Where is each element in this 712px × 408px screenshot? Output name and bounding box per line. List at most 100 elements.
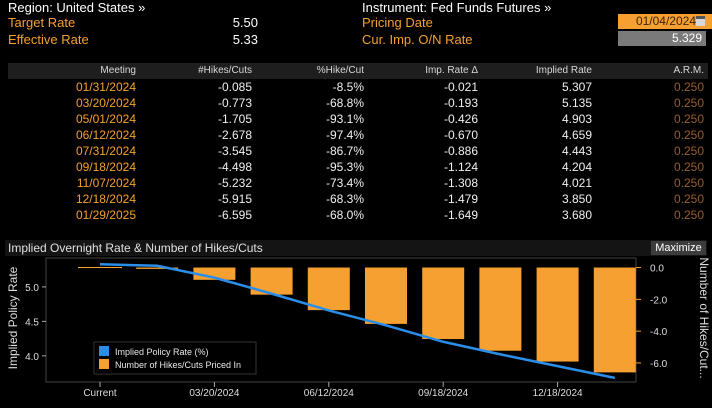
hikes-cuts-value: -2.678	[217, 128, 252, 142]
implied-rate-value: 4.443	[561, 144, 592, 158]
hikes-cuts-value: -4.498	[217, 160, 252, 174]
pct-hike-cut-value: -68.8%	[325, 96, 364, 110]
x-tick-label: Current	[83, 388, 117, 399]
hikes-cuts-value: -5.915	[217, 192, 252, 206]
arm-value: 0.250	[673, 80, 704, 94]
meeting-date[interactable]: 07/31/2024	[75, 144, 136, 158]
y2-tick-label: -6.0	[650, 359, 668, 370]
col-arm[interactable]: A.R.M.	[673, 65, 704, 76]
instrument-selector[interactable]: Instrument: Fed Funds Futures »	[362, 0, 552, 15]
x-tick-label: 12/18/2024	[533, 388, 583, 399]
pricing-date-value[interactable]: 01/04/2024	[635, 14, 696, 28]
bar	[193, 267, 236, 280]
meeting-date[interactable]: 06/12/2024	[75, 128, 136, 142]
pct-hike-cut-value: -93.1%	[325, 112, 364, 126]
pct-hike-cut-value: -68.0%	[325, 208, 364, 222]
y2-tick-label: -4.0	[650, 327, 668, 338]
pct-hike-cut-value: -68.3%	[325, 192, 364, 206]
maximize-button[interactable]: Maximize	[651, 241, 706, 255]
legend-swatch	[99, 359, 109, 369]
y2-axis-label: Number of Hikes/Cut...	[697, 257, 711, 378]
legend-label: Number of Hikes/Cuts Priced In	[115, 360, 241, 370]
pricing-date-field[interactable]: 01/04/2024	[618, 14, 712, 29]
bar	[365, 267, 407, 324]
cur-imp-rate-value: 5.329	[671, 31, 702, 45]
bar	[422, 267, 465, 340]
implied-rate-line	[99, 263, 616, 380]
meeting-date[interactable]: 01/29/2025	[75, 208, 136, 222]
imp-rate-delta-value: -0.426	[443, 112, 478, 126]
y-axis-label: Implied Policy Rate	[6, 266, 20, 369]
hikes-cuts-value: -0.085	[217, 80, 252, 94]
imp-rate-delta-value: -1.124	[443, 160, 478, 174]
arm-value: 0.250	[673, 160, 704, 174]
arm-value: 0.250	[673, 96, 704, 110]
meeting-date[interactable]: 09/18/2024	[75, 160, 136, 174]
implied-rate-value: 4.204	[561, 160, 592, 174]
y2-tick-label: 0.0	[650, 264, 664, 275]
implied-rate-value: 5.307	[561, 80, 592, 94]
col-pct-hike-cut[interactable]: %Hike/Cut	[316, 65, 364, 76]
x-tick-label: 03/20/2024	[189, 388, 239, 399]
imp-rate-delta-value: -0.886	[443, 144, 478, 158]
arm-value: 0.250	[673, 208, 704, 222]
pct-hike-cut-value: -97.4%	[325, 128, 364, 142]
pct-hike-cut-value: -86.7%	[325, 144, 364, 158]
chart-header-bar	[5, 240, 707, 256]
imp-rate-delta-value: -0.021	[443, 80, 478, 94]
col-meeting[interactable]: Meeting	[100, 65, 136, 76]
bar	[307, 267, 350, 311]
pct-hike-cut-value: -8.5%	[332, 80, 364, 94]
bar	[479, 267, 522, 351]
meeting-date[interactable]: 11/07/2024	[76, 176, 136, 190]
arm-value: 0.250	[673, 128, 704, 142]
pct-hike-cut-value: -73.4%	[325, 176, 364, 190]
arm-value: 0.250	[673, 192, 704, 206]
cur-imp-rate-field: 5.329	[618, 31, 706, 46]
meeting-date[interactable]: 01/31/2024	[75, 80, 136, 94]
implied-rate-chart: Implied Policy Rate Number of Hikes/Cut..…	[6, 257, 711, 399]
y-tick-label: 4.5	[25, 317, 39, 328]
arm-value: 0.250	[673, 112, 704, 126]
table-header	[8, 63, 708, 79]
imp-rate-delta-value: -1.649	[443, 208, 478, 222]
hikes-cuts-value: -5.232	[217, 176, 252, 190]
calendar-icon[interactable]	[696, 16, 705, 26]
bar	[593, 267, 636, 373]
y2-tick-label: -2.0	[650, 295, 668, 306]
meeting-date[interactable]: 12/18/2024	[75, 192, 136, 206]
hikes-cuts-value: -1.705	[217, 112, 252, 126]
hikes-cuts-value: -6.595	[217, 208, 252, 222]
bar	[536, 267, 579, 362]
chart-title: Implied Overnight Rate & Number of Hikes…	[8, 241, 263, 255]
meeting-date[interactable]: 03/20/2024	[75, 96, 136, 110]
bar	[136, 267, 179, 269]
col-hikes-cuts[interactable]: #Hikes/Cuts	[198, 65, 252, 76]
imp-rate-delta-value: -1.479	[443, 192, 478, 206]
y-tick-label: 4.0	[25, 352, 39, 363]
legend-label: Implied Policy Rate (%)	[115, 347, 209, 357]
hikes-cuts-value: -0.773	[217, 96, 252, 110]
pricing-date-label: Pricing Date	[362, 15, 433, 30]
imp-rate-delta-value: -0.670	[443, 128, 478, 142]
pct-hike-cut-value: -95.3%	[325, 160, 364, 174]
arm-value: 0.250	[673, 144, 704, 158]
implied-rate-value: 3.680	[561, 208, 592, 222]
col-implied-rate[interactable]: Implied Rate	[535, 65, 592, 76]
meeting-date[interactable]: 05/01/2024	[75, 112, 136, 126]
target-rate-value: 5.50	[232, 15, 258, 30]
implied-rate-value: 3.850	[561, 192, 592, 206]
cur-imp-rate-label: Cur. Imp. O/N Rate	[362, 32, 473, 47]
y-tick-label: 5.0	[25, 283, 39, 294]
hikes-cuts-value: -3.545	[217, 144, 252, 158]
col-imp-rate-delta[interactable]: Imp. Rate Δ	[425, 65, 478, 76]
region-selector[interactable]: Region: United States »	[8, 0, 146, 15]
plot-area	[45, 257, 637, 383]
target-rate-label: Target Rate	[8, 15, 76, 30]
legend-box	[93, 341, 257, 375]
x-tick-label: 06/12/2024	[304, 388, 354, 399]
implied-rate-value: 4.903	[561, 112, 592, 126]
effective-rate-label: Effective Rate	[8, 32, 89, 47]
implied-rate-value: 4.021	[561, 176, 592, 190]
implied-rate-value: 5.135	[561, 96, 592, 110]
